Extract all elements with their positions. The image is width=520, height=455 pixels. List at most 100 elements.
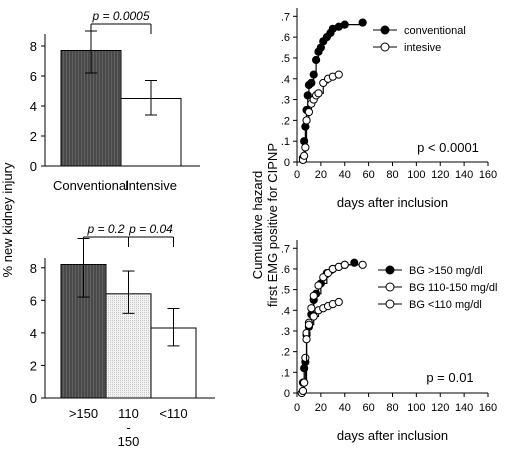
x-tick-label: 120: [431, 402, 449, 414]
category-label: Conventional: [53, 178, 129, 193]
x-tick-label: 80: [386, 402, 398, 414]
category-label: >150: [69, 406, 98, 421]
y-tick-label: 8: [30, 261, 37, 276]
data-point: [304, 107, 314, 117]
y-tick-label: 6: [30, 293, 37, 308]
x-axis-label: days after inclusion: [337, 428, 448, 443]
data-point: [358, 18, 367, 27]
data-point: [302, 116, 311, 125]
data-point: [302, 335, 311, 344]
y-tick-label: 0: [284, 388, 290, 400]
p-value-label: p = 0.2: [86, 222, 124, 236]
data-point: [301, 143, 310, 152]
x-tick-label: 160: [479, 402, 497, 414]
y-tick-label: 4: [30, 99, 37, 114]
y-tick-label: .3: [281, 326, 290, 338]
legend-label: BG 110-150 mg/dl: [409, 282, 497, 294]
legend-label: conventional: [404, 25, 466, 37]
y-tick-label: .4: [281, 74, 290, 86]
series-line: [304, 264, 363, 384]
data-point: [340, 20, 349, 29]
data-point: [358, 260, 367, 269]
y-tick-label: .1: [281, 136, 290, 148]
y-tick-label: .3: [281, 95, 290, 107]
y-tick-label: 4: [30, 326, 37, 341]
y-tick-label: .5: [281, 285, 290, 297]
legend-label: BG >150 mg/dl: [409, 265, 483, 277]
data-point: [300, 151, 309, 160]
y-tick-label: 2: [30, 358, 37, 373]
x-tick-label: 140: [455, 169, 473, 181]
y-tick-label: .7: [281, 243, 290, 255]
legend-marker: [380, 25, 390, 35]
legend-label: BG <110 mg/dl: [409, 299, 482, 311]
x-tick-label: 20: [315, 402, 327, 414]
y-tick-label: .2: [281, 347, 290, 359]
x-tick-label: 20: [315, 169, 327, 181]
x-tick-label: 80: [386, 169, 398, 181]
category-label: 110: [118, 406, 139, 421]
data-point: [314, 89, 323, 98]
x-tick-label: 60: [363, 402, 375, 414]
x-tick-label: 40: [339, 402, 351, 414]
data-point: [314, 281, 323, 290]
y-tick-label: 8: [30, 39, 37, 54]
x-axis-label: days after inclusion: [337, 195, 448, 210]
data-point: [301, 353, 310, 362]
legend-marker: [385, 299, 395, 309]
x-tick-label: 0: [294, 402, 300, 414]
y-tick-label: .6: [281, 32, 290, 44]
y-tick-label: 0: [30, 159, 37, 174]
data-point: [303, 91, 312, 100]
x-tick-label: 160: [479, 169, 497, 181]
left-y-axis-label: % new kidney injury: [0, 162, 15, 277]
right-y-axis-label-line1: Cumulative hazard: [250, 171, 265, 279]
data-point: [304, 320, 314, 329]
legend-marker: [385, 265, 395, 275]
x-tick-label: 100: [407, 169, 425, 181]
data-point: [300, 378, 309, 387]
series-line: [302, 22, 364, 159]
category-label: <110: [159, 406, 187, 421]
legend-marker: [385, 282, 395, 292]
data-point: [307, 78, 316, 88]
category-label: 150: [118, 434, 140, 449]
right-y-axis-label-line2: first EMG positive for CIPNP: [265, 143, 280, 307]
series-line: [301, 302, 340, 394]
x-tick-label: 100: [407, 402, 425, 414]
y-tick-label: .1: [281, 367, 290, 379]
data-point: [340, 260, 349, 269]
p-value-annotation: p = 0.01: [426, 370, 473, 385]
y-tick-label: .7: [281, 11, 290, 23]
data-point: [312, 55, 321, 65]
category-label: Intensive: [125, 178, 177, 193]
x-tick-label: 40: [339, 169, 351, 181]
x-tick-label: 120: [431, 169, 449, 181]
p-value-label: p = 0.0005: [91, 9, 149, 23]
y-tick-label: .6: [281, 264, 290, 276]
category-label: -: [126, 420, 130, 435]
p-value-label: p = 0.04: [128, 222, 173, 236]
x-tick-label: 60: [363, 169, 375, 181]
data-point: [309, 291, 318, 300]
y-tick-label: .2: [281, 115, 290, 127]
x-tick-label: 0: [294, 169, 300, 181]
y-tick-label: 2: [30, 129, 37, 144]
data-point: [334, 70, 343, 79]
data-point: [334, 297, 343, 307]
data-point: [298, 386, 308, 396]
y-tick-label: .4: [281, 305, 290, 317]
y-tick-label: .5: [281, 53, 290, 65]
x-tick-label: 140: [455, 402, 473, 414]
legend-label: intesive: [404, 42, 441, 54]
y-tick-label: 6: [30, 69, 37, 84]
data-point: [309, 312, 318, 321]
p-value-annotation: p < 0.0001: [417, 140, 479, 155]
legend-marker: [380, 42, 390, 52]
chart-2: 0 .1 .2 .3 .4 .5 .6 .7 0 20 40 60 80 100 120 140 160 days…: [281, 8, 497, 210]
y-tick-label: 0: [284, 157, 290, 169]
chart-1: 0 2 4 6 8 >150 110-150 <110 p = 0.2 p = 0.04: [30, 222, 215, 449]
